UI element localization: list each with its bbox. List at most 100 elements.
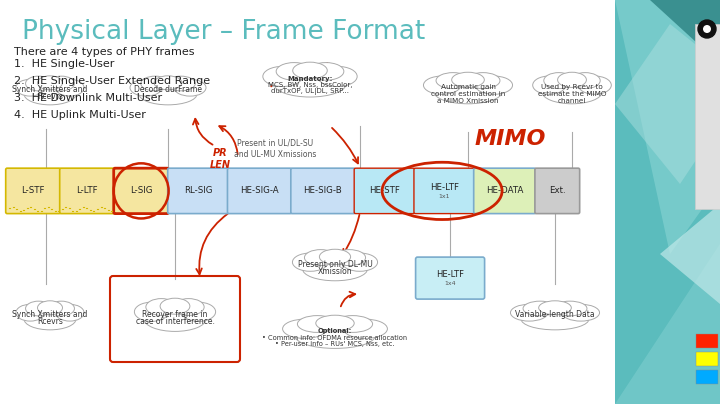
Ellipse shape [140, 76, 170, 91]
Ellipse shape [160, 298, 190, 314]
FancyBboxPatch shape [696, 352, 718, 366]
Ellipse shape [24, 308, 76, 330]
Text: Used by Rcevr to: Used by Rcevr to [541, 84, 603, 90]
Text: 4.  HE Uplink Multi-User: 4. HE Uplink Multi-User [14, 110, 146, 120]
FancyBboxPatch shape [6, 168, 60, 214]
Ellipse shape [318, 66, 357, 86]
Text: L-STF: L-STF [22, 186, 45, 196]
Text: 1x4: 1x4 [444, 281, 456, 286]
Text: L-SIG: L-SIG [130, 186, 153, 196]
Ellipse shape [343, 319, 387, 339]
Text: Xmission: Xmission [318, 267, 352, 276]
FancyBboxPatch shape [415, 257, 485, 299]
Ellipse shape [16, 304, 45, 321]
FancyBboxPatch shape [414, 168, 474, 214]
Text: Physical Layer – Frame Format: Physical Layer – Frame Format [22, 19, 426, 45]
Text: Synch Xmitters and: Synch Xmitters and [12, 85, 88, 94]
Text: case of interference.: case of interference. [135, 317, 215, 326]
Text: 1.  HE Single-User: 1. HE Single-User [14, 59, 114, 69]
Ellipse shape [55, 79, 84, 96]
FancyBboxPatch shape [228, 168, 292, 214]
Ellipse shape [562, 304, 600, 321]
Polygon shape [615, 0, 720, 254]
Text: HE-SIG-A: HE-SIG-A [240, 186, 279, 196]
Ellipse shape [521, 308, 589, 330]
Ellipse shape [173, 299, 204, 316]
Ellipse shape [24, 83, 76, 105]
FancyBboxPatch shape [354, 168, 415, 214]
Ellipse shape [274, 71, 346, 97]
Polygon shape [660, 204, 720, 304]
Ellipse shape [342, 253, 377, 271]
Text: PR
LEN: PR LEN [210, 148, 230, 170]
FancyBboxPatch shape [60, 168, 114, 214]
Ellipse shape [553, 301, 587, 316]
Ellipse shape [308, 63, 344, 80]
Text: Ext.: Ext. [549, 186, 566, 196]
Ellipse shape [37, 76, 63, 90]
Ellipse shape [533, 76, 566, 94]
Ellipse shape [146, 299, 177, 316]
Ellipse shape [570, 73, 600, 88]
Ellipse shape [276, 63, 312, 80]
Text: HE-SIG-B: HE-SIG-B [304, 186, 342, 196]
FancyBboxPatch shape [291, 168, 355, 214]
Text: Present only DL-MU: Present only DL-MU [297, 260, 372, 269]
Ellipse shape [557, 72, 586, 87]
Text: control estimation in: control estimation in [431, 91, 505, 97]
Text: • Per-user info – RUs' MCS, Nss, etc.: • Per-user info – RUs' MCS, Nss, etc. [275, 341, 395, 347]
Ellipse shape [320, 249, 351, 265]
FancyBboxPatch shape [535, 168, 580, 214]
FancyBboxPatch shape [695, 24, 720, 209]
Ellipse shape [316, 315, 354, 331]
Ellipse shape [466, 73, 500, 88]
Ellipse shape [55, 304, 84, 321]
Circle shape [703, 25, 711, 33]
Ellipse shape [295, 324, 375, 348]
Ellipse shape [292, 253, 328, 271]
Ellipse shape [544, 73, 574, 88]
Text: HE-STF: HE-STF [369, 186, 400, 196]
Ellipse shape [434, 80, 502, 104]
Ellipse shape [423, 76, 461, 94]
Ellipse shape [436, 73, 470, 88]
Ellipse shape [475, 76, 513, 94]
Text: HE-LTF: HE-LTF [436, 269, 464, 279]
Text: MCS, BW, Nss, bssColor,: MCS, BW, Nss, bssColor, [268, 82, 352, 88]
Ellipse shape [16, 79, 45, 96]
Text: 1x1: 1x1 [438, 194, 450, 200]
Ellipse shape [539, 301, 572, 315]
Ellipse shape [297, 316, 338, 332]
Ellipse shape [333, 250, 366, 265]
Ellipse shape [174, 79, 206, 96]
Polygon shape [615, 244, 720, 404]
Ellipse shape [48, 76, 74, 91]
Ellipse shape [181, 302, 215, 322]
Text: Present in UL/DL-SU
and UL-MU Xmissions: Present in UL/DL-SU and UL-MU Xmissions [234, 139, 316, 160]
Ellipse shape [144, 307, 206, 331]
FancyBboxPatch shape [474, 168, 536, 214]
Polygon shape [615, 0, 720, 404]
Text: • Common info: OFDMA resource allocation: • Common info: OFDMA resource allocation [262, 335, 408, 341]
Ellipse shape [135, 302, 168, 322]
Ellipse shape [154, 76, 182, 90]
Text: 2.  HE Single-User Extended Range: 2. HE Single-User Extended Range [14, 76, 210, 86]
Text: 3.  HE Downlink Multi-User: 3. HE Downlink Multi-User [14, 93, 162, 103]
Text: Decode durFrame: Decode durFrame [134, 85, 202, 94]
Text: Mandatory:: Mandatory: [287, 76, 333, 82]
Ellipse shape [542, 80, 602, 104]
Ellipse shape [37, 301, 63, 315]
Ellipse shape [510, 304, 548, 321]
Ellipse shape [130, 79, 162, 96]
Text: Optional:: Optional: [318, 328, 352, 334]
FancyBboxPatch shape [168, 168, 228, 214]
Ellipse shape [305, 250, 337, 265]
FancyBboxPatch shape [696, 334, 718, 348]
Text: L-LTF: L-LTF [76, 186, 98, 196]
Polygon shape [650, 0, 720, 64]
Text: Rcevrs: Rcevrs [37, 317, 63, 326]
Ellipse shape [333, 316, 373, 332]
Circle shape [698, 20, 716, 38]
FancyBboxPatch shape [696, 370, 718, 384]
Ellipse shape [139, 83, 197, 105]
